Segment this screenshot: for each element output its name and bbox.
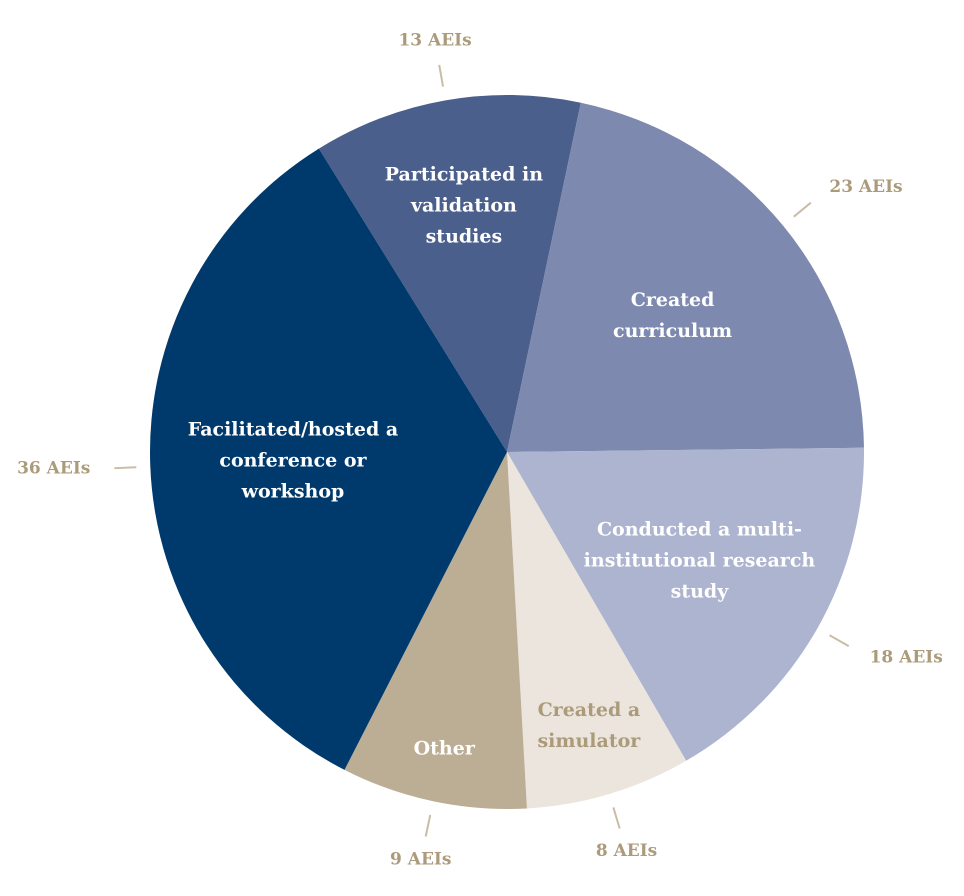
slice-label: Other bbox=[413, 737, 475, 760]
value-label: 36 AEIs bbox=[17, 459, 90, 479]
slice-label: Conducted a multi-institutional research… bbox=[583, 518, 816, 603]
slice-label: Participated in validation studies bbox=[384, 163, 544, 248]
pie-slice bbox=[507, 447, 864, 761]
pie-slice bbox=[507, 452, 687, 809]
value-label: 8 AEIs bbox=[596, 841, 657, 861]
leader-line bbox=[612, 807, 621, 829]
leader-line bbox=[114, 466, 137, 470]
leader-line bbox=[438, 64, 445, 87]
leader-line bbox=[424, 814, 432, 837]
pie-slice bbox=[318, 94, 581, 452]
value-label: 13 AEIs bbox=[398, 31, 471, 51]
slice-label: Facilitated/hosted a conference or works… bbox=[187, 418, 399, 503]
slice-label: Created curriculum bbox=[613, 289, 733, 343]
pie-slice bbox=[507, 102, 864, 452]
value-label: 18 AEIs bbox=[870, 647, 943, 667]
value-label: 23 AEIs bbox=[829, 177, 902, 197]
leader-line bbox=[793, 201, 812, 218]
value-label: 9 AEIs bbox=[390, 849, 451, 869]
pie-slice bbox=[149, 148, 507, 770]
leader-line bbox=[829, 634, 850, 647]
slice-label: Created a simulator bbox=[537, 698, 641, 752]
pie-slice bbox=[344, 452, 527, 809]
